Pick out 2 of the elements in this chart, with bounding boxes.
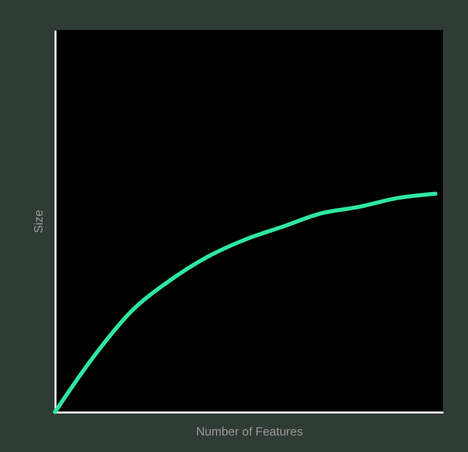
y-axis-title: Size bbox=[32, 210, 46, 234]
x-axis-title: Number of Features bbox=[196, 424, 303, 438]
